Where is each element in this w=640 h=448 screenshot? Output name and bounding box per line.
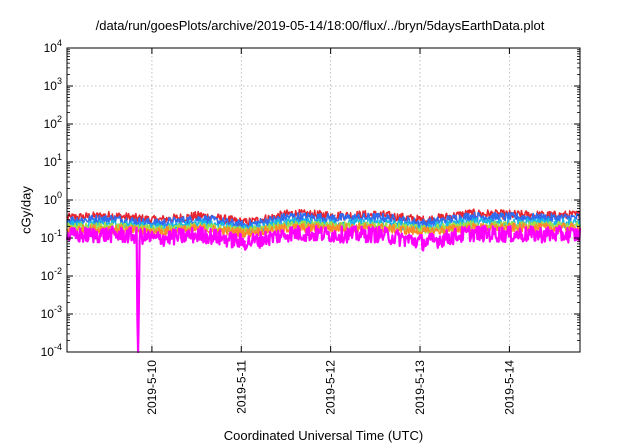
data-point <box>155 237 157 239</box>
data-point <box>423 230 426 232</box>
y-tick-exponent: -4 <box>54 342 62 352</box>
x-axis-label: Coordinated Universal Time (UTC) <box>223 428 424 443</box>
data-point <box>379 216 381 218</box>
data-point <box>557 217 560 219</box>
data-point <box>513 233 515 235</box>
series-trace <box>65 224 582 354</box>
y-tick-exponent: 4 <box>57 38 62 48</box>
data-point <box>245 241 247 243</box>
data-point <box>136 234 138 236</box>
data-point <box>200 214 202 216</box>
y-tick-exponent: 1 <box>57 152 62 162</box>
y-tick-exponent: 0 <box>57 190 62 200</box>
x-ticks: 2019-5-10 2019-5-11 2019-5-12 2019-5-13 2019… <box>145 48 516 415</box>
data-point <box>513 216 515 218</box>
y-tick-label: 101 <box>44 152 62 169</box>
data-point <box>468 221 470 223</box>
series-group <box>65 208 582 354</box>
y-tick-exponent: -3 <box>54 304 62 314</box>
series-line <box>66 211 581 230</box>
data-point <box>111 217 113 219</box>
x-tick-label: 2019-5-10 <box>145 360 159 415</box>
data-point <box>155 230 157 232</box>
x-tick-label: 2019-5-14 <box>502 360 516 415</box>
data-point <box>200 217 202 219</box>
data-point <box>334 225 336 227</box>
data-point <box>200 233 202 235</box>
data-point <box>334 226 336 229</box>
y-tick-label: 100 <box>44 190 62 207</box>
data-point <box>155 222 157 224</box>
data-point <box>245 230 247 232</box>
y-tick-label: 10-2 <box>41 266 62 283</box>
data-point <box>334 217 336 219</box>
series-trace <box>66 211 581 230</box>
y-tick-exponent: 2 <box>57 114 62 124</box>
y-tick-exponent: -2 <box>54 266 62 276</box>
data-point <box>423 222 426 224</box>
data-point <box>289 231 292 234</box>
y-tick-label: 103 <box>44 76 62 93</box>
y-tick-label: 10-4 <box>41 342 62 359</box>
data-point <box>138 234 140 236</box>
data-point <box>245 231 247 234</box>
data-point <box>379 233 381 235</box>
data-point <box>423 241 426 243</box>
data-point <box>513 226 515 229</box>
data-point <box>111 233 113 235</box>
data-point <box>289 224 292 226</box>
y-tick-label: 104 <box>44 38 62 55</box>
data-point <box>334 233 336 235</box>
data-point <box>334 214 336 216</box>
grid-lines <box>67 48 580 352</box>
series-line <box>66 222 581 238</box>
x-tick-label: 2019-5-13 <box>413 360 427 415</box>
data-point <box>379 221 381 223</box>
y-tick-exponent: 3 <box>57 76 62 86</box>
y-tick-label: 102 <box>44 114 62 131</box>
y-tick-label: 10-3 <box>41 304 62 321</box>
x-tick-label: 2019-5-11 <box>234 360 248 414</box>
data-point <box>289 215 292 217</box>
series-line <box>65 224 582 354</box>
chart-title: /data/run/goesPlots/archive/2019-05-14/1… <box>95 18 545 33</box>
x-tick-label: 2019-5-12 <box>324 360 338 415</box>
y-tick-label: 10-1 <box>41 228 62 245</box>
data-point <box>557 233 560 235</box>
data-point <box>468 231 470 234</box>
y-tick-exponent: -1 <box>54 228 62 238</box>
data-point <box>468 215 470 217</box>
data-point <box>245 221 247 223</box>
